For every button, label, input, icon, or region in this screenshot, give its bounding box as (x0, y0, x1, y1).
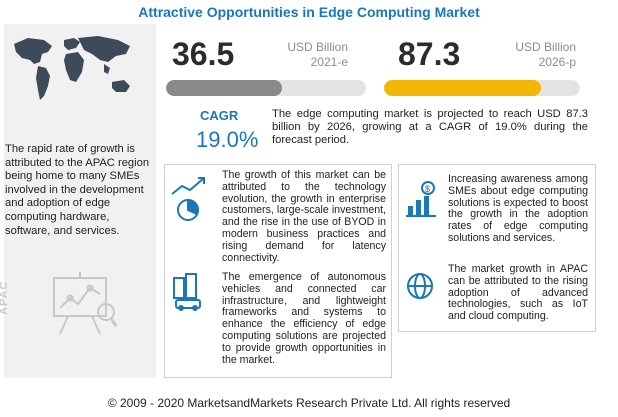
page-title: Attractive Opportunities in Edge Computi… (138, 4, 480, 20)
progress-fill-2021 (166, 80, 282, 96)
left-panel (4, 24, 156, 378)
progress-bar-2021 (166, 80, 366, 96)
growth-chart-icon (171, 177, 205, 221)
unit-label: USD Billion (515, 40, 576, 54)
insight-text-2: The emergence of autonomous vehicles and… (222, 271, 386, 366)
year-label: 2021-e (310, 55, 348, 69)
cagr-value: 19.0% (196, 127, 259, 152)
cagr-description: The edge computing market is projected t… (272, 108, 588, 146)
cagr-label: CAGR (200, 108, 239, 123)
insight-text-3: Increasing awareness among SMEs about ed… (448, 173, 588, 244)
market-value-2021: 36.5 (172, 36, 235, 72)
apac-label: APAC (0, 280, 10, 315)
insights-box-left (164, 164, 392, 378)
insights-box-right (398, 164, 596, 332)
market-value-2021-unit: USD Billion 2021-e (268, 40, 348, 70)
svg-text:$: $ (425, 184, 430, 194)
presentation-chart-icon (53, 272, 118, 335)
market-value-2026: 87.3 (398, 36, 461, 72)
unit-label: USD Billion (287, 40, 348, 54)
progress-fill-2026 (384, 80, 541, 96)
left-panel-text: The rapid rate of growth is attributed t… (5, 143, 150, 237)
world-map-icon (14, 36, 130, 100)
copyright-footer: © 2009 - 2020 MarketsandMarkets Research… (107, 396, 511, 410)
progress-bar-2026 (384, 80, 580, 96)
year-label: 2026-p (538, 55, 576, 69)
globe-icon (407, 273, 433, 299)
insight-text-4: The market growth in APAC can be attribu… (448, 263, 588, 323)
market-value-2026-unit: USD Billion 2026-p (494, 40, 576, 70)
insight-text-1: The growth of this market can be attribu… (222, 169, 386, 264)
dollar-bar-chart-icon: $ (406, 181, 436, 217)
city-vehicle-icon (173, 273, 201, 311)
